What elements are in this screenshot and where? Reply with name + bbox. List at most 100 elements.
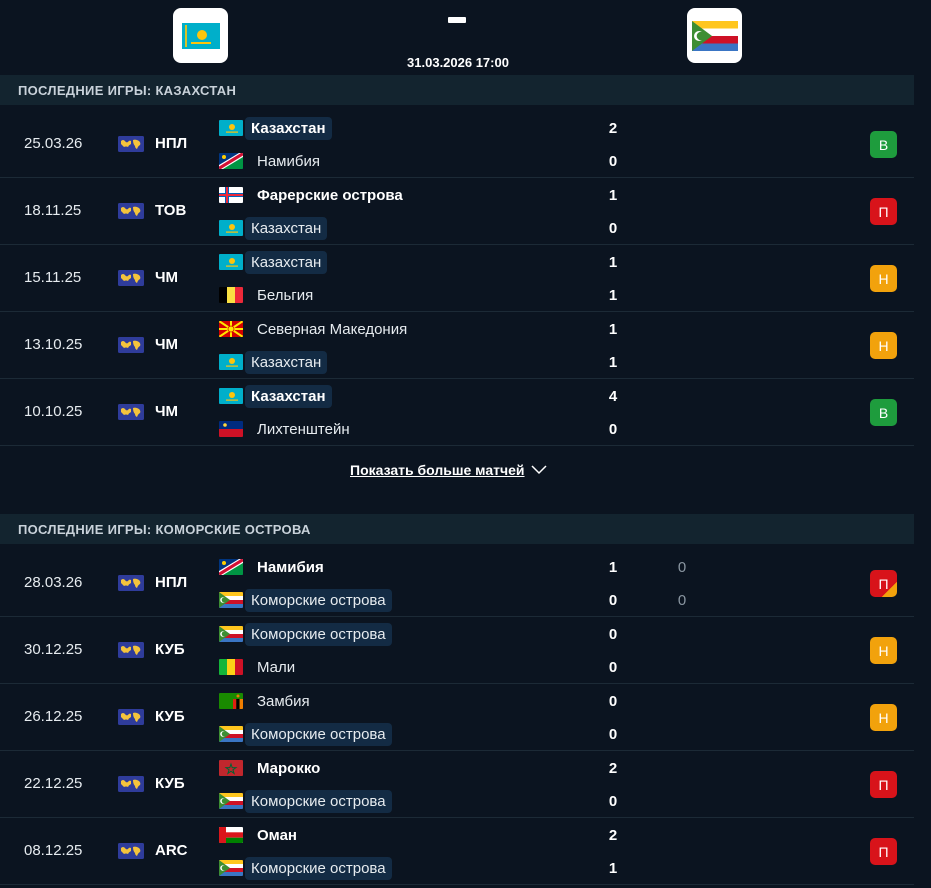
- kazakhstan-flag-icon: [219, 220, 243, 236]
- kazakhstan-flag-icon: [219, 254, 243, 270]
- team-1-score: 1: [608, 254, 618, 271]
- competition-code: КУБ: [155, 641, 185, 658]
- team-1-name: Оман: [257, 826, 297, 844]
- match-date: 26.12.25: [24, 708, 83, 725]
- team-2-name: Коморские острова: [245, 722, 392, 746]
- competition-code: ARC: [155, 842, 188, 859]
- team-2-penalty-score: 0: [677, 592, 687, 609]
- match-row[interactable]: 15.11.25 ЧМ Казахстан Бельгия 1 1 Н: [0, 245, 914, 312]
- result-badge: Н: [870, 704, 897, 731]
- competition-icon: [118, 270, 144, 286]
- match-row[interactable]: 22.12.25 КУБ Марокко Коморские острова 2…: [0, 751, 914, 818]
- macedonia-flag-icon: [219, 321, 243, 337]
- belgium-flag-icon: [219, 287, 243, 303]
- away-team-logo[interactable]: [687, 8, 742, 63]
- team-1-score: 2: [608, 827, 618, 844]
- competition-icon: [118, 337, 144, 353]
- result-badge: П: [870, 771, 897, 798]
- liechtenstein-flag-icon: [219, 421, 243, 437]
- match-row[interactable]: 10.10.25 ЧМ Казахстан Лихтенштейн 4 0 В: [0, 379, 914, 446]
- team-1-penalty-score: 0: [677, 559, 687, 576]
- team-1-score: 4: [608, 388, 618, 405]
- kazakhstan-flag-icon: [181, 22, 220, 49]
- match-date: 22.12.25: [24, 775, 83, 792]
- match-date: 25.03.26: [24, 135, 83, 152]
- team-2[interactable]: Коморские острова: [219, 789, 392, 813]
- match-row[interactable]: 26.12.25 КУБ Замбия Коморские острова 0 …: [0, 684, 914, 751]
- match-row[interactable]: 25.03.26 НПЛ Казахстан Намибия 2 0 В: [0, 111, 914, 178]
- match-date: 15.11.25: [24, 269, 82, 286]
- team-2[interactable]: Казахстан: [219, 350, 328, 374]
- comoros-flag-icon: [219, 626, 243, 642]
- match-row[interactable]: 08.12.25 ARC Оман Коморские острова 2 1 П: [0, 818, 914, 885]
- competition-icon: [118, 642, 144, 658]
- team-2-score: 0: [608, 726, 618, 743]
- team-1-score: 0: [608, 626, 618, 643]
- team-1-name: Казахстан: [245, 384, 332, 408]
- team-2-name: Коморские острова: [245, 856, 392, 880]
- match-date: 13.10.25: [24, 336, 83, 353]
- team-2-name: Казахстан: [245, 350, 328, 374]
- team-1[interactable]: Казахстан: [219, 116, 332, 140]
- result-badge: В: [870, 399, 897, 426]
- team-1-score: 1: [608, 321, 618, 338]
- team-1-score: 2: [608, 120, 618, 137]
- team-2-score: 0: [608, 793, 618, 810]
- team-2[interactable]: Казахстан: [219, 216, 328, 240]
- match-row[interactable]: 13.10.25 ЧМ Северная Македония Казахстан…: [0, 312, 914, 379]
- team-2-name: Коморские острова: [245, 789, 392, 813]
- team-1[interactable]: Коморские острова: [219, 622, 392, 646]
- competition-icon: [118, 575, 144, 591]
- team-2[interactable]: Коморские острова: [219, 856, 392, 880]
- match-date: 08.12.25: [24, 842, 83, 859]
- team-1[interactable]: Казахстан: [219, 384, 332, 408]
- result-badge: Н: [870, 637, 897, 664]
- match-row[interactable]: 30.12.25 КУБ Коморские острова Мали 0 0 Н: [0, 617, 914, 684]
- result-badge: Н: [870, 265, 897, 292]
- team-1[interactable]: Казахстан: [219, 250, 328, 274]
- result-badge: Н: [870, 332, 897, 359]
- competition-code: ТОВ: [155, 202, 187, 219]
- team-1[interactable]: Оман: [219, 823, 303, 847]
- team-2-score: 1: [608, 354, 618, 371]
- score-separator: [448, 17, 466, 23]
- team-1[interactable]: Фарерские острова: [219, 183, 409, 207]
- competition-code: ЧМ: [155, 336, 179, 353]
- team-2[interactable]: Мали: [219, 655, 301, 679]
- competition-icon: [118, 776, 144, 792]
- match-date: 28.03.26: [24, 574, 83, 591]
- team-2-score: 0: [608, 421, 618, 438]
- match-date: 30.12.25: [24, 641, 83, 658]
- result-badge: П: [870, 198, 897, 225]
- team-1[interactable]: Намибия: [219, 555, 330, 579]
- competition-code: НПЛ: [155, 574, 188, 591]
- team-1[interactable]: Северная Македония: [219, 317, 413, 341]
- competition-code: ЧМ: [155, 403, 179, 420]
- team-2[interactable]: Коморские острова: [219, 588, 392, 612]
- team-2[interactable]: Коморские острова: [219, 722, 392, 746]
- team-2-score: 0: [608, 659, 618, 676]
- show-more-label: Показать больше матчей: [350, 462, 525, 478]
- kazakhstan-flag-icon: [219, 388, 243, 404]
- team-1-name: Марокко: [257, 759, 321, 777]
- team-1[interactable]: Замбия: [219, 689, 316, 713]
- team-1-name: Северная Македония: [257, 320, 408, 338]
- match-row[interactable]: 18.11.25 ТОВ Фарерские острова Казахстан…: [0, 178, 914, 245]
- result-badge: П: [870, 838, 897, 865]
- team-1-name: Казахстан: [245, 250, 328, 274]
- team-2[interactable]: Намибия: [219, 149, 326, 173]
- team-2[interactable]: Лихтенштейн: [219, 417, 356, 441]
- team-2-name: Лихтенштейн: [257, 420, 350, 438]
- show-more-button[interactable]: Показать больше матчей: [350, 462, 547, 478]
- team-1-score: 0: [608, 693, 618, 710]
- mali-flag-icon: [219, 659, 243, 675]
- competition-icon: [118, 709, 144, 725]
- competition-code: НПЛ: [155, 135, 188, 152]
- home-team-logo[interactable]: [173, 8, 228, 63]
- namibia-flag-icon: [219, 559, 243, 575]
- team-2[interactable]: Бельгия: [219, 283, 319, 307]
- team-2-name: Коморские острова: [245, 588, 392, 612]
- team-1[interactable]: Марокко: [219, 756, 326, 780]
- match-row[interactable]: 28.03.26 НПЛ Намибия Коморские острова 1…: [0, 550, 914, 617]
- team-1-name: Замбия: [257, 692, 310, 710]
